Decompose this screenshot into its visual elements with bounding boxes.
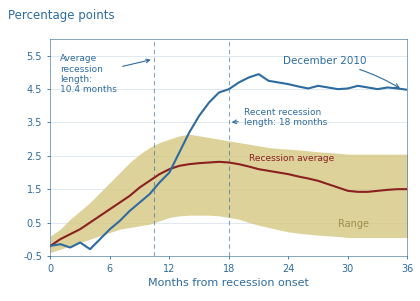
X-axis label: Months from recession onset: Months from recession onset: [148, 278, 310, 288]
Text: Range: Range: [338, 219, 369, 229]
Text: Recession average: Recession average: [249, 154, 334, 163]
Text: Recent recession
length: 18 months: Recent recession length: 18 months: [233, 108, 327, 127]
Text: Average
recession
length:
10.4 months: Average recession length: 10.4 months: [60, 54, 150, 94]
Text: December 2010: December 2010: [284, 56, 399, 88]
Text: Percentage points: Percentage points: [8, 9, 114, 22]
